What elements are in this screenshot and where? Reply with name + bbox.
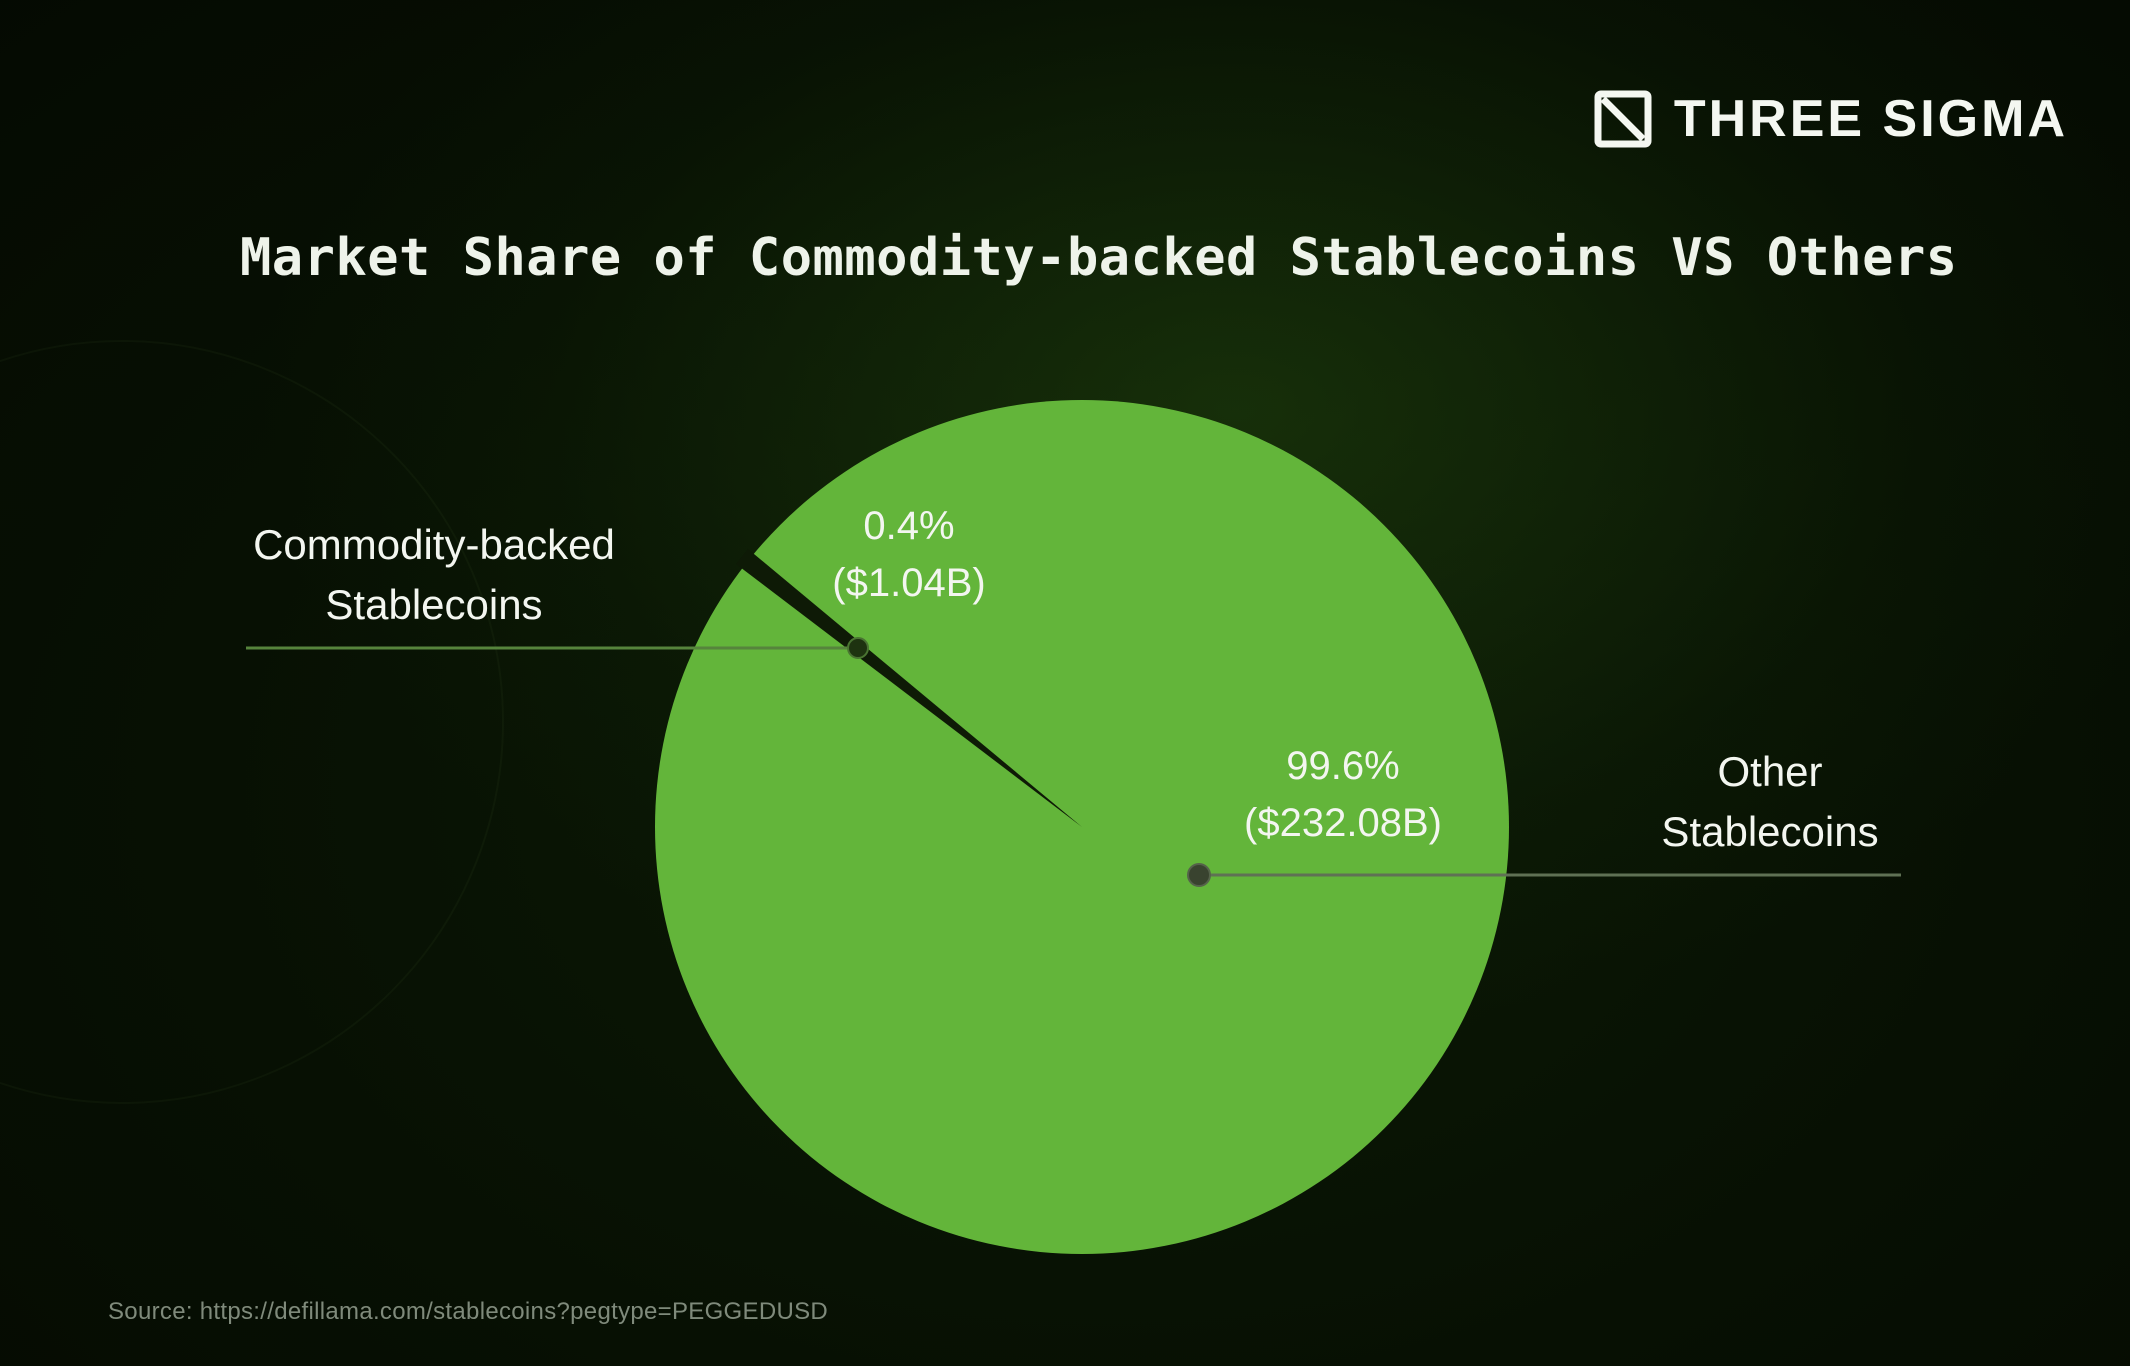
large-slice-value: ($232.08B)	[1244, 800, 1442, 845]
large-slice-label: 99.6% ($232.08B)	[1244, 738, 1442, 852]
small-slice-value: ($1.04B)	[832, 560, 986, 605]
chart-title: Market Share of Commodity-backed Stablec…	[240, 228, 1958, 288]
small-slice-label: 0.4% ($1.04B)	[832, 498, 985, 612]
pie-slice-commodity-backed	[736, 549, 1082, 827]
callout-other-line1: Other	[1717, 748, 1823, 795]
brand-logo: THREE SIGMA	[1592, 88, 2068, 150]
callout-commodity-line2: Stablecoins	[325, 580, 543, 628]
small-slice-percent: 0.4%	[863, 504, 955, 548]
brand-name: THREE SIGMA	[1673, 90, 2068, 148]
callout-commodity-line1: Commodity-backed	[253, 521, 615, 568]
callout-other-stablecoins: Other Stablecoins	[1661, 742, 1878, 861]
callout-commodity-backed: Commodity-backed Stablecoins	[253, 515, 615, 634]
right-anchor-dot	[1187, 863, 1211, 887]
left-anchor-dot	[847, 637, 869, 659]
large-slice-percent: 99.6%	[1286, 744, 1400, 788]
three-sigma-logo-icon	[1594, 90, 1652, 148]
callout-other-line2: Stablecoins	[1661, 807, 1879, 855]
source-attribution: Source: https://defillama.com/stablecoin…	[108, 1298, 829, 1325]
